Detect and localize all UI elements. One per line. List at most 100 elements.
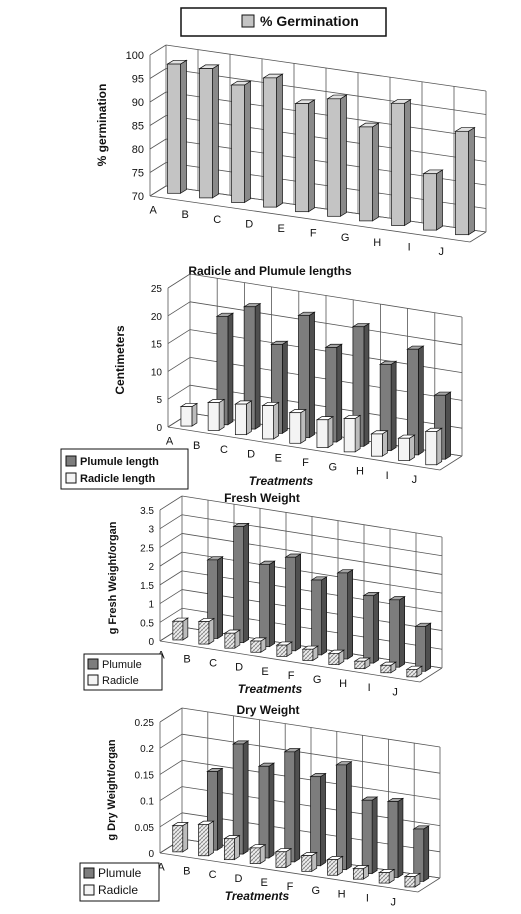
dry-weight-horizontal-gridline [181, 733, 441, 774]
lengths-bar-f-radicle-length-front [316, 419, 329, 448]
dry-weight-bar-g-plumule [335, 761, 353, 871]
lengths-y-ticks: 0 5 10 15 20 25 [151, 284, 163, 434]
dry-weight-legend-swatch-plumule [83, 867, 95, 879]
fresh-weight-y-ticks: 0 0.5 1 1.5 2 2.5 3 3.5 [140, 506, 154, 648]
fresh-weight-horizontal-gridline [181, 551, 443, 594]
lengths-bar-b-radicle-length-side [218, 398, 225, 432]
dry-weight-bar-c-plumule [231, 740, 250, 855]
fresh-weight-bar-e-plumule [284, 553, 302, 652]
dry-weight-y-tick-label: 0 [148, 849, 154, 860]
germination-floor-front-edge [149, 195, 471, 243]
lengths-bar-i-plumule-length-side [417, 345, 424, 456]
dry-weight-legend: Plumule Radicle [79, 862, 160, 902]
lengths-bar-a-radicle-length-front [180, 406, 193, 427]
lengths-x-tick-label: A [166, 436, 174, 448]
lengths-bar-h-radicle-length-side [381, 430, 388, 457]
germination-side-gridline [149, 68, 167, 79]
germination-bar-c--germination-side [244, 80, 251, 204]
lengths-bar-c-radicle-length-front [234, 403, 247, 436]
germination-bar-b--germination-front [199, 68, 213, 199]
dry-weight-bar-h-plumule-side [371, 796, 378, 875]
dry-weight-bar-f-radicle-front [301, 855, 313, 872]
dry-weight-x-ticks: A B C D E F G H I J [157, 861, 396, 908]
germination-y-tick-label: 70 [132, 191, 144, 203]
germination-bar-d--germination [262, 73, 284, 208]
germination-bar-e--germination-side [308, 99, 315, 213]
dry-weight-x-tick-label: G [312, 885, 321, 897]
dry-weight-bar-b-radicle [197, 820, 215, 857]
dry-weight-bars [171, 740, 430, 888]
dry-weight-bar-e-plumule-side [294, 748, 301, 863]
lengths-bar-c-radicle-length [234, 400, 253, 436]
dry-weight-bar-h-plumule-front [361, 799, 373, 874]
lengths-bar-i-radicle-length-side [409, 434, 415, 462]
fresh-weight-bar-g-plumule-front [337, 572, 348, 660]
lengths-x-tick-label: B [193, 440, 200, 452]
lengths-y-tick-label: 5 [156, 395, 162, 406]
fresh-weight-bar-h-plumule-side [373, 591, 379, 664]
germination-x-tick-label: A [150, 205, 158, 217]
germination-legend: % Germination [180, 7, 387, 37]
fresh-weight-y-tick-label: 0 [148, 637, 154, 648]
germination-bar-d--germination-front [263, 77, 277, 208]
dry-weight-side-gridline [159, 812, 183, 828]
dry-weight-bar-e-radicle-front [275, 851, 287, 868]
lengths-bar-d-plumule-length-side [281, 340, 288, 435]
dry-weight-bar-b-plumule-side [216, 767, 223, 851]
lengths-x-tick-label: D [247, 448, 255, 460]
fresh-weight-bar-h-radicle-front [354, 660, 366, 670]
germination-legend-box [180, 7, 387, 37]
dry-weight-bar-b-radicle-side [208, 820, 214, 857]
lengths-bar-f-radicle-length [315, 415, 335, 449]
fresh-weight-chart-title: Fresh Weight [224, 491, 300, 505]
fresh-weight-bar-e-plumule-side [295, 553, 301, 652]
fresh-weight-bar-h-radicle [353, 657, 372, 670]
germination-bar-i--germination-front [423, 173, 437, 231]
lengths-x-ticks: A B C D E F G H I J [166, 436, 417, 487]
fresh-weight-x-tick-label: J [392, 686, 398, 698]
lengths-bar-a-radicle-length-side [191, 402, 198, 427]
dry-weight-bar-h-radicle [352, 864, 370, 880]
lengths-x-tick-label: E [275, 453, 282, 465]
fresh-weight-side-gridline [159, 514, 183, 530]
germination-bar-h--germination-side [404, 98, 411, 227]
lengths-bar-e-radicle-length-front [289, 412, 302, 444]
fresh-weight-legend-label-plumule: Plumule [102, 659, 142, 671]
fresh-weight-y-tick-label: 3.5 [140, 506, 154, 517]
fresh-weight-bar-f-plumule-front [311, 579, 322, 656]
dry-weight-bar-i-plumule-front [387, 801, 399, 878]
fresh-weight-bar-a-radicle [171, 617, 190, 641]
fresh-weight-bar-j-plumule-side [425, 622, 431, 672]
lengths-bar-g-radicle-length-front [343, 418, 356, 453]
dry-weight-y-ticks: 0 0.05 0.1 0.15 0.2 0.25 [135, 718, 155, 860]
lengths-y-tick-label: 10 [151, 367, 163, 378]
dry-weight-bar-j-plumule-side [423, 825, 430, 883]
dry-weight-bar-c-radicle [223, 834, 241, 861]
germination-y-axis-title: % germination [95, 84, 109, 167]
dry-weight-bar-g-radicle [326, 855, 344, 876]
dry-weight-bar-e-plumule [283, 748, 301, 863]
dry-weight-x-tick-label: E [261, 877, 268, 889]
lengths-floor-front-edge [167, 426, 441, 471]
lengths-x-tick-label: G [328, 461, 337, 473]
dry-weight-bar-j-plumule [412, 825, 430, 883]
dry-weight-bar-g-plumule-front [335, 764, 347, 871]
dry-weight-x-tick-label: F [287, 881, 294, 893]
fresh-weight-horizontal-gridline [181, 495, 443, 538]
lengths-x-axis-title: Treatments [249, 474, 314, 488]
lengths-side-gridline [167, 301, 191, 317]
dry-weight-side-gridline [159, 786, 183, 801]
germination-horizontal-gridline [165, 115, 487, 162]
fresh-weight-bar-c-plumule-front [233, 526, 244, 643]
germination-bar-i--germination [422, 169, 444, 231]
fresh-weight-horizontal-gridline [181, 514, 443, 557]
germination-bar-f--germination-side [340, 94, 347, 217]
fresh-weight-x-tick-label: G [313, 674, 322, 686]
fresh-weight-x-tick-label: B [183, 654, 190, 666]
dry-weight-bar-a-radicle-side [182, 821, 189, 853]
fresh-weight-bar-f-plumule-side [321, 576, 327, 656]
dry-weight-bar-h-plumule [360, 796, 379, 875]
lengths-bar-i-plumule-length [406, 345, 425, 456]
dry-weight-x-tick-label: B [183, 865, 190, 877]
